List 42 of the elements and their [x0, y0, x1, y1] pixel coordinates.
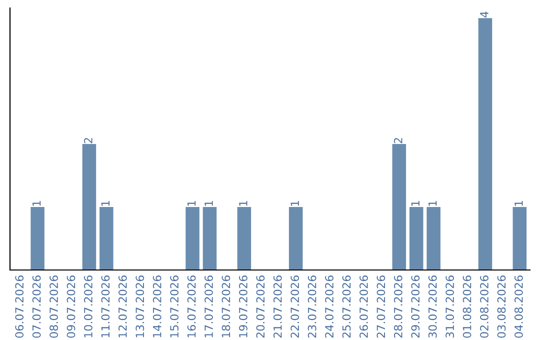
x-tick-label: 20.07.2026: [256, 276, 265, 338]
x-tick-label: 03.08.2026: [497, 276, 506, 338]
data-label: 1: [187, 200, 196, 206]
x-tick-label: 26.07.2026: [360, 276, 368, 338]
x-tick-label: 04.08.2026: [514, 276, 523, 338]
data-label: 1: [204, 200, 213, 206]
x-tick-label: 07.07.2026: [32, 276, 41, 338]
x-tick-label: 29.07.2026: [411, 276, 420, 338]
x-tick-label: 24.07.2026: [325, 276, 334, 338]
data-label: 2: [84, 138, 92, 144]
x-tick-label: 14.07.2026: [152, 276, 162, 338]
x-tick-label: 06.07.2026: [15, 276, 24, 338]
x-tick-label: 08.07.2026: [50, 276, 58, 338]
data-label: 1: [428, 200, 437, 206]
x-tick-label: 30.07.2026: [428, 276, 437, 338]
data-label: 1: [514, 200, 523, 206]
x-tick-label: 23.07.2026: [308, 276, 316, 338]
x-tick-label: 27.07.2026: [376, 276, 386, 338]
data-label: 1: [239, 200, 248, 206]
x-tick-label: 09.07.2026: [66, 276, 76, 338]
x-tick-label: 02.08.2026: [480, 276, 488, 338]
data-label: 2: [394, 138, 402, 144]
data-label: 1: [411, 200, 420, 206]
x-tick-label: 11.07.2026: [101, 276, 110, 338]
x-tick-label: 21.07.2026: [273, 276, 282, 338]
x-tick-label: 19.07.2026: [238, 276, 248, 338]
x-tick-label: 12.07.2026: [118, 276, 127, 338]
data-label: 1: [32, 200, 41, 206]
data-label: 4: [480, 12, 488, 18]
x-tick-label: 17.07.2026: [204, 276, 213, 338]
x-tick-label: 25.07.2026: [342, 276, 351, 338]
x-tick-label: 15.07.2026: [170, 276, 179, 338]
data-label: 1: [101, 200, 110, 206]
x-tick-label: 10.07.2026: [84, 276, 92, 338]
x-tick-label: 13.07.2026: [136, 276, 144, 338]
x-tick-label: 28.07.2026: [394, 276, 402, 338]
x-tick-label: 18.07.2026: [222, 276, 230, 338]
data-label: 1: [290, 200, 299, 206]
x-tick-label: 01.08.2026: [462, 276, 472, 338]
x-tick-label: 31.07.2026: [446, 276, 454, 338]
x-tick-label: 22.07.2026: [290, 276, 300, 338]
x-tick-label: 16.07.2026: [187, 276, 196, 338]
